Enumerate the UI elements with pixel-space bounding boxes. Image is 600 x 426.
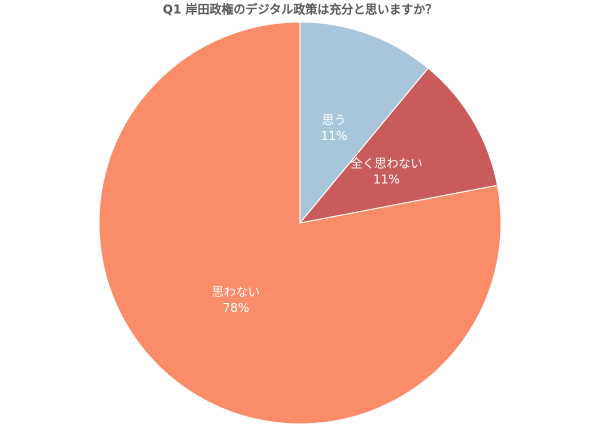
slice-category-label: 思う: [322, 113, 346, 127]
pie-slice: [298, 67, 499, 224]
slice-category-label: 全く思わない: [350, 155, 422, 170]
slice-value-label: 11%: [373, 172, 400, 186]
chart-title: Q1 岸田政権のデジタル政策は充分と思いますか？: [163, 2, 438, 17]
slice-value-label: 11%: [321, 129, 348, 143]
slice-category-label: 思わない: [212, 285, 260, 299]
pie-slice: [98, 21, 502, 425]
slice-value-label: 78%: [223, 301, 250, 315]
pie-slice: [299, 21, 429, 225]
